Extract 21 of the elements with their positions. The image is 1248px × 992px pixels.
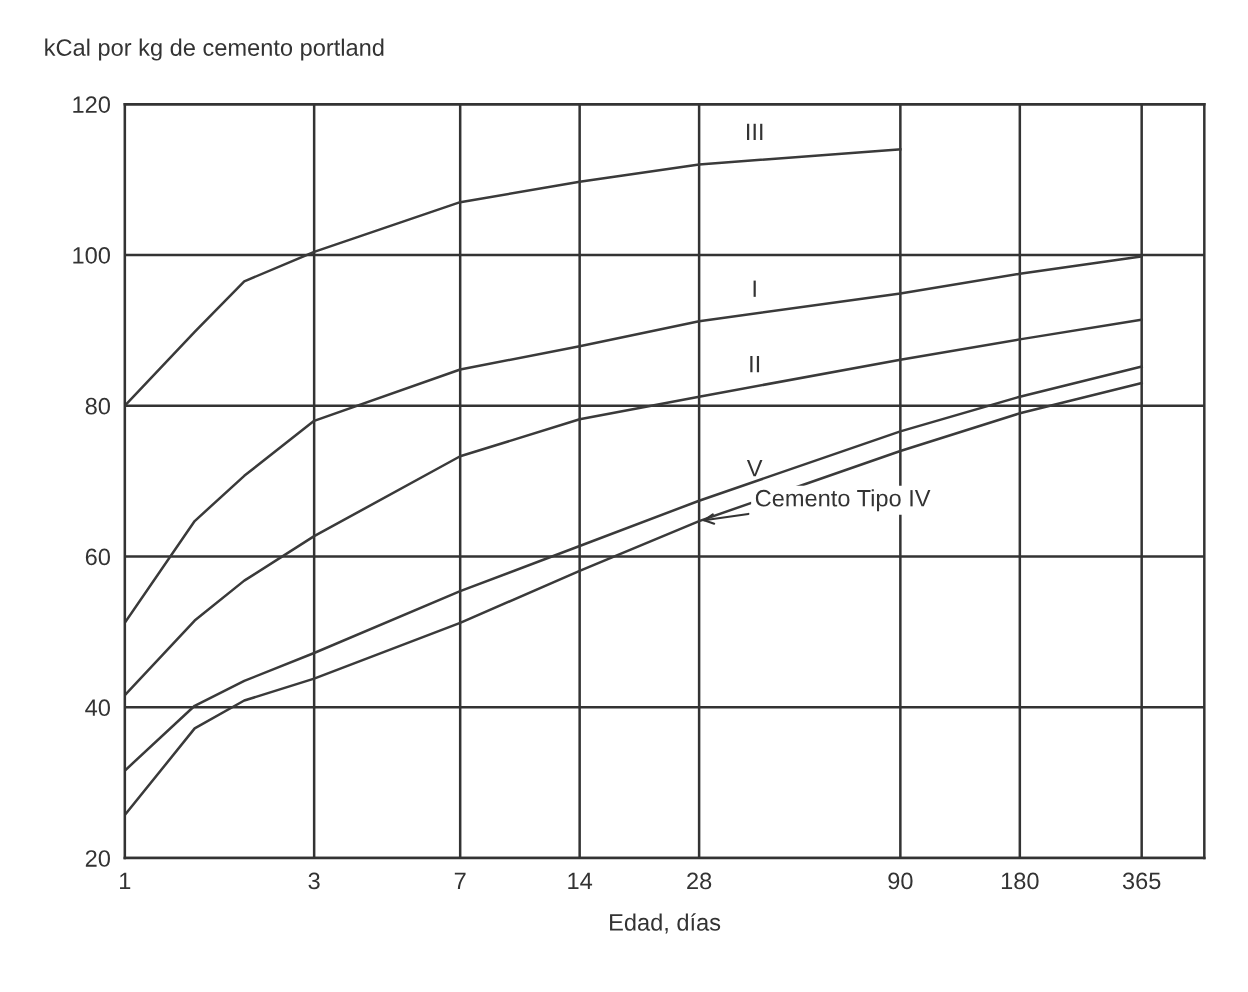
y-tick-label: 20 [85,850,110,867]
x-tick-label: 180 [1001,872,1039,890]
series-label: Cemento Tipo IV [755,489,931,512]
x-tick-label: 3 [308,872,320,890]
series-label: II [750,355,760,373]
x-tick-label: 1 [120,872,131,890]
y-tick-label: 120 [73,96,110,113]
y-tick-label: 100 [73,247,110,264]
y-axis-title: kCal por kg de cemento portland [45,38,384,61]
x-tick-label: 365 [1122,872,1161,890]
series-label: I [753,280,756,297]
x-tick-label: 7 [454,872,466,890]
y-tick-label: 40 [85,699,110,717]
x-axis-title: Edad, días [610,913,721,934]
series-label: III [747,123,763,141]
x-tick-label: 28 [687,872,712,890]
y-tick-label: 60 [85,548,110,566]
y-tick-label: 80 [85,397,110,415]
x-tick-label: 14 [568,872,593,890]
series-label: V [746,460,763,477]
x-tick-label: 90 [888,872,913,890]
